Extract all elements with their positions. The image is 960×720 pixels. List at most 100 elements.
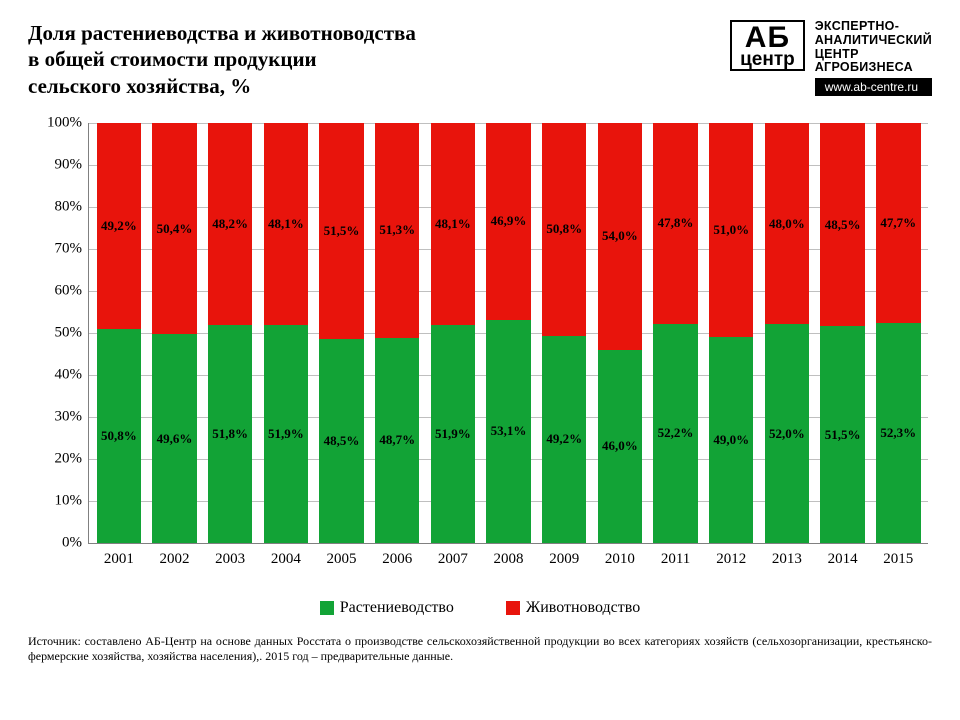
- stacked-bar: 50,4%49,6%: [152, 123, 197, 543]
- bar-segment-crop: 48,5%: [319, 339, 364, 543]
- logo-tag-3: ЦЕНТР: [815, 48, 932, 62]
- bar-slot: 49,2%50,8%2001: [91, 123, 147, 543]
- logo: АБ центр ЭКСПЕРТНО- АНАЛИТИЧЕСКИЙ ЦЕНТР …: [730, 20, 932, 96]
- x-tick-label: 2013: [772, 551, 802, 568]
- bar-segment-crop: 53,1%: [486, 320, 531, 543]
- bar-segment-crop: 48,7%: [375, 338, 420, 543]
- stacked-bar: 46,9%53,1%: [486, 123, 531, 543]
- bar-slot: 48,2%51,8%2003: [202, 123, 258, 543]
- header: Доля растениеводства и животноводства в …: [28, 20, 932, 99]
- title-line-3: сельского хозяйства, %: [28, 74, 251, 98]
- chart-title: Доля растениеводства и животноводства в …: [28, 20, 416, 99]
- legend-item-livestock: Животноводство: [506, 599, 640, 617]
- stacked-bar: 48,0%52,0%: [765, 123, 810, 543]
- x-tick-label: 2015: [883, 551, 913, 568]
- bar-segment-livestock: 49,2%: [97, 123, 142, 330]
- stacked-bar: 54,0%46,0%: [598, 123, 643, 543]
- chart: 0%10%20%30%40%50%60%70%80%90%100% 49,2%5…: [36, 123, 936, 593]
- stacked-bar: 48,1%51,9%: [431, 123, 476, 543]
- stacked-bar: 51,3%48,7%: [375, 123, 420, 543]
- bar-slot: 51,0%49,0%2012: [703, 123, 759, 543]
- logo-center: центр: [740, 51, 795, 69]
- logo-tag-2: АНАЛИТИЧЕСКИЙ: [815, 34, 932, 48]
- bar-segment-crop: 52,2%: [653, 324, 698, 543]
- bar-slot: 48,1%51,9%2004: [258, 123, 314, 543]
- title-line-1: Доля растениеводства и животноводства: [28, 21, 416, 45]
- bar-segment-crop: 51,9%: [431, 325, 476, 543]
- logo-tag-1: ЭКСПЕРТНО-: [815, 20, 932, 34]
- y-tick: 80%: [55, 198, 83, 215]
- bar-segment-livestock: 46,9%: [486, 123, 531, 320]
- x-tick-label: 2001: [104, 551, 134, 568]
- bar-slot: 47,7%52,3%2015: [870, 123, 926, 543]
- legend-swatch-crop: [320, 601, 334, 615]
- stacked-bar: 48,1%51,9%: [264, 123, 309, 543]
- plot-area: 49,2%50,8%200150,4%49,6%200248,2%51,8%20…: [88, 123, 928, 544]
- bar-segment-crop: 49,0%: [709, 337, 754, 543]
- y-tick: 40%: [55, 366, 83, 383]
- bar-segment-livestock: 48,0%: [765, 123, 810, 325]
- bar-segment-livestock: 51,0%: [709, 123, 754, 337]
- y-tick: 50%: [55, 324, 83, 341]
- x-tick-label: 2002: [160, 551, 190, 568]
- bar-slot: 54,0%46,0%2010: [592, 123, 648, 543]
- bar-slot: 47,8%52,2%2011: [648, 123, 704, 543]
- bar-slot: 48,5%51,5%2014: [815, 123, 871, 543]
- x-tick-label: 2009: [549, 551, 579, 568]
- bar-segment-crop: 52,0%: [765, 324, 810, 542]
- stacked-bar: 48,5%51,5%: [820, 123, 865, 543]
- y-tick: 70%: [55, 240, 83, 257]
- bar-segment-livestock: 51,5%: [319, 123, 364, 339]
- legend-label-crop: Растениеводство: [340, 599, 454, 617]
- stacked-bar: 50,8%49,2%: [542, 123, 587, 543]
- bar-segment-crop: 49,2%: [542, 336, 587, 543]
- x-tick-label: 2003: [215, 551, 245, 568]
- logo-tag-4: АГРОБИЗНЕСА: [815, 61, 932, 75]
- bar-segment-crop: 52,3%: [876, 323, 921, 543]
- x-tick-label: 2014: [828, 551, 858, 568]
- logo-box: АБ центр: [730, 20, 805, 71]
- y-tick: 20%: [55, 450, 83, 467]
- x-tick-label: 2004: [271, 551, 301, 568]
- logo-url: www.ab-centre.ru: [815, 78, 932, 96]
- stacked-bar: 51,5%48,5%: [319, 123, 364, 543]
- y-tick: 0%: [62, 534, 82, 551]
- bar-slot: 46,9%53,1%2008: [481, 123, 537, 543]
- bar-segment-crop: 50,8%: [97, 329, 142, 542]
- y-tick: 90%: [55, 156, 83, 173]
- legend-item-crop: Растениеводство: [320, 599, 454, 617]
- logo-right: ЭКСПЕРТНО- АНАЛИТИЧЕСКИЙ ЦЕНТР АГРОБИЗНЕ…: [815, 20, 932, 96]
- legend-swatch-livestock: [506, 601, 520, 615]
- bar-segment-livestock: 48,1%: [264, 123, 309, 325]
- x-tick-label: 2007: [438, 551, 468, 568]
- legend-label-livestock: Животноводство: [526, 599, 640, 617]
- bar-segment-livestock: 47,7%: [876, 123, 921, 323]
- stacked-bar: 47,8%52,2%: [653, 123, 698, 543]
- x-tick-label: 2011: [661, 551, 690, 568]
- legend: Растениеводство Животноводство: [28, 599, 932, 620]
- bar-slot: 51,3%48,7%2006: [369, 123, 425, 543]
- bar-segment-livestock: 51,3%: [375, 123, 420, 338]
- bar-segment-livestock: 54,0%: [598, 123, 643, 350]
- x-tick-label: 2006: [382, 551, 412, 568]
- stacked-bar: 48,2%51,8%: [208, 123, 253, 543]
- bar-slot: 51,5%48,5%2005: [314, 123, 370, 543]
- bar-slot: 50,4%49,6%2002: [147, 123, 203, 543]
- bar-segment-livestock: 48,5%: [820, 123, 865, 327]
- y-tick: 10%: [55, 492, 83, 509]
- x-tick-label: 2010: [605, 551, 635, 568]
- bar-slot: 48,1%51,9%2007: [425, 123, 481, 543]
- bar-slot: 50,8%49,2%2009: [536, 123, 592, 543]
- bar-segment-livestock: 48,1%: [431, 123, 476, 325]
- title-line-2: в общей стоимости продукции: [28, 47, 317, 71]
- x-tick-label: 2012: [716, 551, 746, 568]
- bar-segment-livestock: 50,4%: [152, 123, 197, 335]
- bar-slot: 48,0%52,0%2013: [759, 123, 815, 543]
- bar-segment-crop: 49,6%: [152, 334, 197, 542]
- y-axis: 0%10%20%30%40%50%60%70%80%90%100%: [36, 123, 88, 543]
- y-tick: 30%: [55, 408, 83, 425]
- stacked-bar: 51,0%49,0%: [709, 123, 754, 543]
- bar-segment-livestock: 48,2%: [208, 123, 253, 325]
- bar-segment-crop: 51,5%: [820, 326, 865, 542]
- source-footnote: Источник: составлено АБ-Центр на основе …: [28, 634, 932, 664]
